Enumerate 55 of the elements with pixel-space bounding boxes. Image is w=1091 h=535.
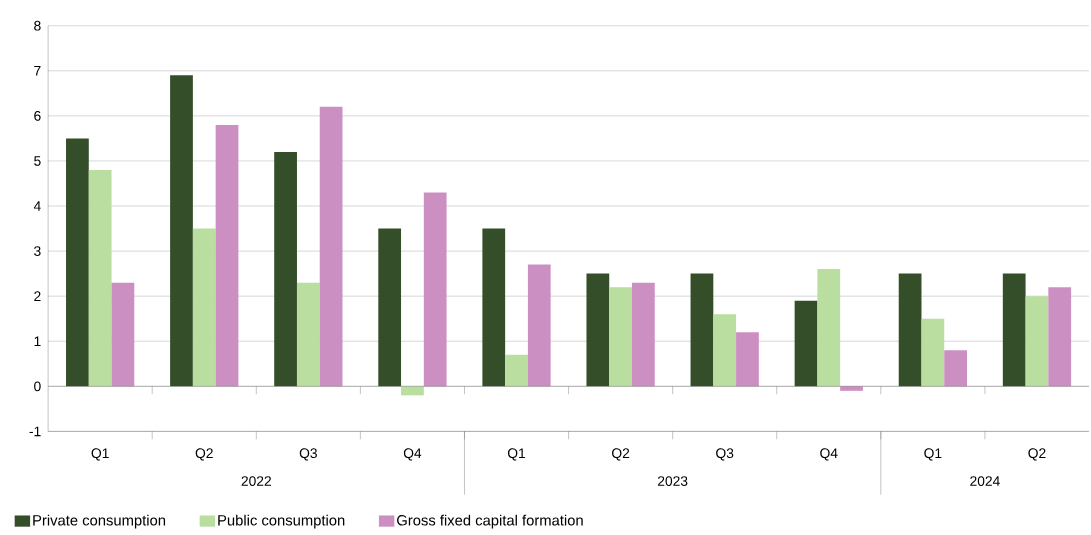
x-tick-label: Q1 (507, 448, 526, 461)
bar (921, 318, 945, 387)
bar (944, 350, 967, 387)
bar (527, 264, 551, 387)
bar (111, 282, 135, 387)
bar (713, 314, 737, 387)
y-tick-label: 8 (34, 20, 41, 31)
legend-label: Private consumption (33, 514, 166, 529)
bar (794, 300, 818, 387)
y-tick-label: 6 (34, 110, 41, 121)
bar (319, 106, 343, 387)
bar (66, 138, 89, 387)
bar (898, 273, 922, 387)
bar (215, 124, 239, 387)
y-tick-label: 1 (34, 336, 41, 346)
bar (482, 228, 506, 387)
x-tick-label: Q1 (924, 448, 942, 461)
bar (631, 282, 655, 387)
bar (423, 192, 447, 387)
x-tick-label: Q2 (1028, 448, 1046, 461)
y-tick-label: 0 (34, 381, 41, 392)
x-tick-label: Q1 (91, 448, 109, 461)
bar (1048, 287, 1072, 387)
bar (88, 169, 112, 387)
bar (192, 228, 216, 387)
bar (1002, 273, 1026, 387)
text: 2024 (970, 476, 1000, 486)
y-tick-label: 5 (34, 155, 41, 166)
bar (736, 332, 759, 387)
text: 2023 (658, 476, 688, 486)
y-tick-label: 3 (34, 246, 41, 256)
x-tick-label: Q4 (403, 448, 422, 461)
x-tick-label: Q3 (716, 448, 734, 461)
bar (586, 273, 610, 387)
bar (274, 151, 297, 387)
x-tick-label: Q2 (612, 448, 630, 461)
bar (401, 386, 424, 396)
bar (378, 228, 402, 387)
bar (817, 268, 841, 387)
x-tick-label: Q3 (299, 448, 317, 461)
bar (296, 282, 320, 387)
legend-label: Public consumption (218, 514, 345, 529)
bar (1025, 296, 1049, 387)
y-tick-label: 4 (33, 201, 41, 211)
text: 2022 (241, 476, 271, 486)
y-tick-label: -1 (29, 426, 41, 436)
x-tick-label: Q4 (820, 448, 838, 461)
bar (505, 354, 528, 387)
y-tick-label: 2 (34, 291, 41, 301)
y-tick-label: 7 (34, 65, 41, 76)
bar (170, 75, 193, 387)
legend-label: Gross fixed capital formation (397, 514, 583, 529)
bar (609, 287, 632, 387)
x-tick-label: Q2 (195, 448, 213, 461)
bar (690, 273, 714, 387)
